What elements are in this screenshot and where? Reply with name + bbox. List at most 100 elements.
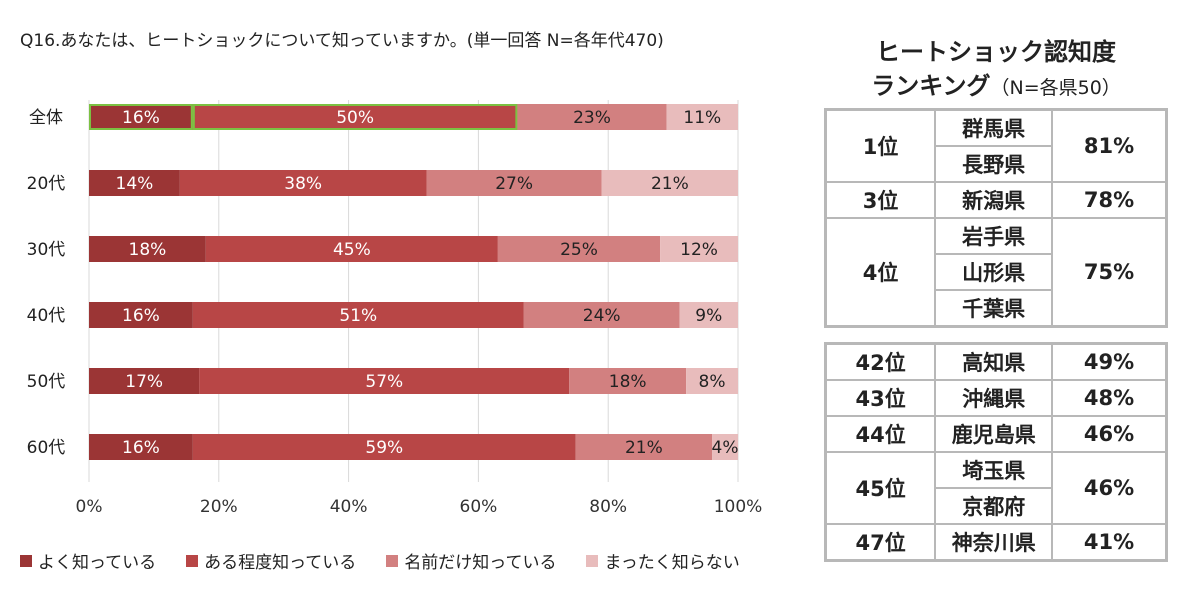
ranking-prefecture: 神奈川県 <box>934 523 1054 562</box>
legend-item: ある程度知っている <box>186 548 356 573</box>
category-label: 30代 <box>27 240 66 260</box>
bar-segment <box>89 434 193 460</box>
ranking-row: 45位 埼玉県 46% <box>824 451 1168 525</box>
ranking-row: 4位 岩手県 75% <box>824 217 1168 328</box>
category-label: 20代 <box>27 174 66 194</box>
bar-segment <box>89 170 180 196</box>
ranking-row: 1位 群馬県 81% <box>824 108 1168 183</box>
ranking-rank: 1位 <box>824 108 937 183</box>
x-tick-label: 40% <box>330 497 368 517</box>
bar-segment <box>89 104 193 130</box>
ranking-prefecture: 沖縄県 <box>934 379 1054 417</box>
bar-segment <box>679 302 738 328</box>
data-label: 27% <box>495 174 533 194</box>
ranking-prefecture: 群馬県 <box>934 108 1054 147</box>
ranking-prefecture: 鹿児島県 <box>934 415 1054 453</box>
ranking-prefecture: 高知県 <box>934 342 1054 381</box>
bar-segment <box>575 434 713 460</box>
ranking-subtitle-note: （N=各県50） <box>990 77 1121 99</box>
legend-item: 名前だけ知っている <box>386 548 556 573</box>
ranking-top-table: 1位 群馬県 81% 長野県 3位 新潟県 78% 4位 岩手県 75% 山形県 千葉県 <box>824 108 1168 328</box>
highlight-outline <box>89 104 193 130</box>
highlight-outline <box>192 104 518 130</box>
data-label: 57% <box>365 372 403 392</box>
data-label: 4% <box>712 438 739 458</box>
ranking-prefecture: 新潟県 <box>934 181 1054 219</box>
data-label: 50% <box>336 108 374 128</box>
ranking-prefecture: 岩手県 <box>934 217 1054 255</box>
stacked-bar-chart: 0% 20% 40% 60% 80% 100% 全体 16% 50% 23% 11% 20代 14% 38… <box>27 100 763 517</box>
data-label: 21% <box>651 174 689 194</box>
x-tick-label: 100% <box>714 497 763 517</box>
chart-legend: よく知っている ある程度知っている 名前だけ知っている まったく知らない <box>20 548 740 573</box>
legend-item: よく知っている <box>20 548 156 573</box>
ranking-percent: 75% <box>1051 217 1168 328</box>
ranking-row: 京都府 <box>826 487 1167 525</box>
bar-segment <box>660 236 738 262</box>
bar-segment <box>205 236 498 262</box>
data-label: 24% <box>583 306 621 326</box>
ranking-percent: 78% <box>1051 181 1168 219</box>
data-label: 59% <box>365 438 403 458</box>
ranking-rank: 3位 <box>824 181 937 219</box>
bar-segment <box>601 170 738 196</box>
data-label: 16% <box>122 306 160 326</box>
legend-swatch <box>20 554 32 567</box>
data-label: 9% <box>695 306 722 326</box>
ranking-percent: 81% <box>1051 108 1168 183</box>
ranking-percent: 46% <box>1051 451 1168 525</box>
bar-segment <box>179 170 427 196</box>
ranking-prefecture: 京都府 <box>934 487 1054 525</box>
data-label: 25% <box>560 240 598 260</box>
bar-segment <box>89 236 206 262</box>
bar-segment <box>426 170 602 196</box>
bar-segment <box>523 302 680 328</box>
bar-segment <box>192 104 518 130</box>
bar-segment <box>192 302 524 328</box>
bar-segment <box>89 368 200 394</box>
legend-swatch <box>586 554 599 567</box>
ranking-percent: 46% <box>1051 415 1168 453</box>
ranking-prefecture: 長野県 <box>934 145 1054 183</box>
data-label: 8% <box>699 372 726 392</box>
legend-label: まったく知らない <box>604 553 740 573</box>
legend-label: ある程度知っている <box>204 553 357 573</box>
ranking-rank: 43位 <box>824 379 937 417</box>
bar-segment <box>192 434 576 460</box>
ranking-title: ヒートショック認知度 <box>876 38 1116 66</box>
ranking-row: 43位 沖縄県 48% <box>824 379 1168 417</box>
ranking-row: 44位 鹿児島県 46% <box>824 415 1168 453</box>
ranking-rank: 44位 <box>824 415 937 453</box>
x-tick-label: 60% <box>460 497 498 517</box>
bar-segment <box>89 302 193 328</box>
data-label: 12% <box>680 240 718 260</box>
bar-segment <box>517 104 667 130</box>
ranking-percent: 41% <box>1051 523 1168 562</box>
ranking-row: 長野県 <box>826 145 1167 183</box>
question-text: Q16.あなたは、ヒートショックについて知っていますか。(単一回答 N=各年代4… <box>20 31 664 51</box>
ranking-rank: 42位 <box>824 342 937 381</box>
data-label: 38% <box>284 174 322 194</box>
ranking-percent: 48% <box>1051 379 1168 417</box>
category-label: 全体 <box>29 108 63 128</box>
data-label: 18% <box>609 372 647 392</box>
data-label: 17% <box>125 372 163 392</box>
legend-item: まったく知らない <box>586 548 740 573</box>
data-label: 23% <box>573 108 611 128</box>
ranking-row: 42位 高知県 49% <box>824 342 1168 381</box>
ranking-prefecture: 千葉県 <box>934 289 1054 328</box>
data-label: 45% <box>333 240 371 260</box>
ranking-rank: 4位 <box>824 217 937 328</box>
x-tick-label: 20% <box>200 497 238 517</box>
category-label: 40代 <box>27 306 66 326</box>
bar-segment <box>497 236 661 262</box>
ranking-prefecture: 山形県 <box>934 253 1054 291</box>
ranking-rank: 45位 <box>824 451 937 525</box>
x-tick-label: 0% <box>76 497 103 517</box>
data-label: 14% <box>116 174 154 194</box>
legend-label: 名前だけ知っている <box>404 553 557 573</box>
ranking-row: 47位 神奈川県 41% <box>824 523 1168 562</box>
data-label: 21% <box>625 438 663 458</box>
ranking-row: 山形県 <box>826 253 1167 291</box>
data-label: 11% <box>683 108 721 128</box>
